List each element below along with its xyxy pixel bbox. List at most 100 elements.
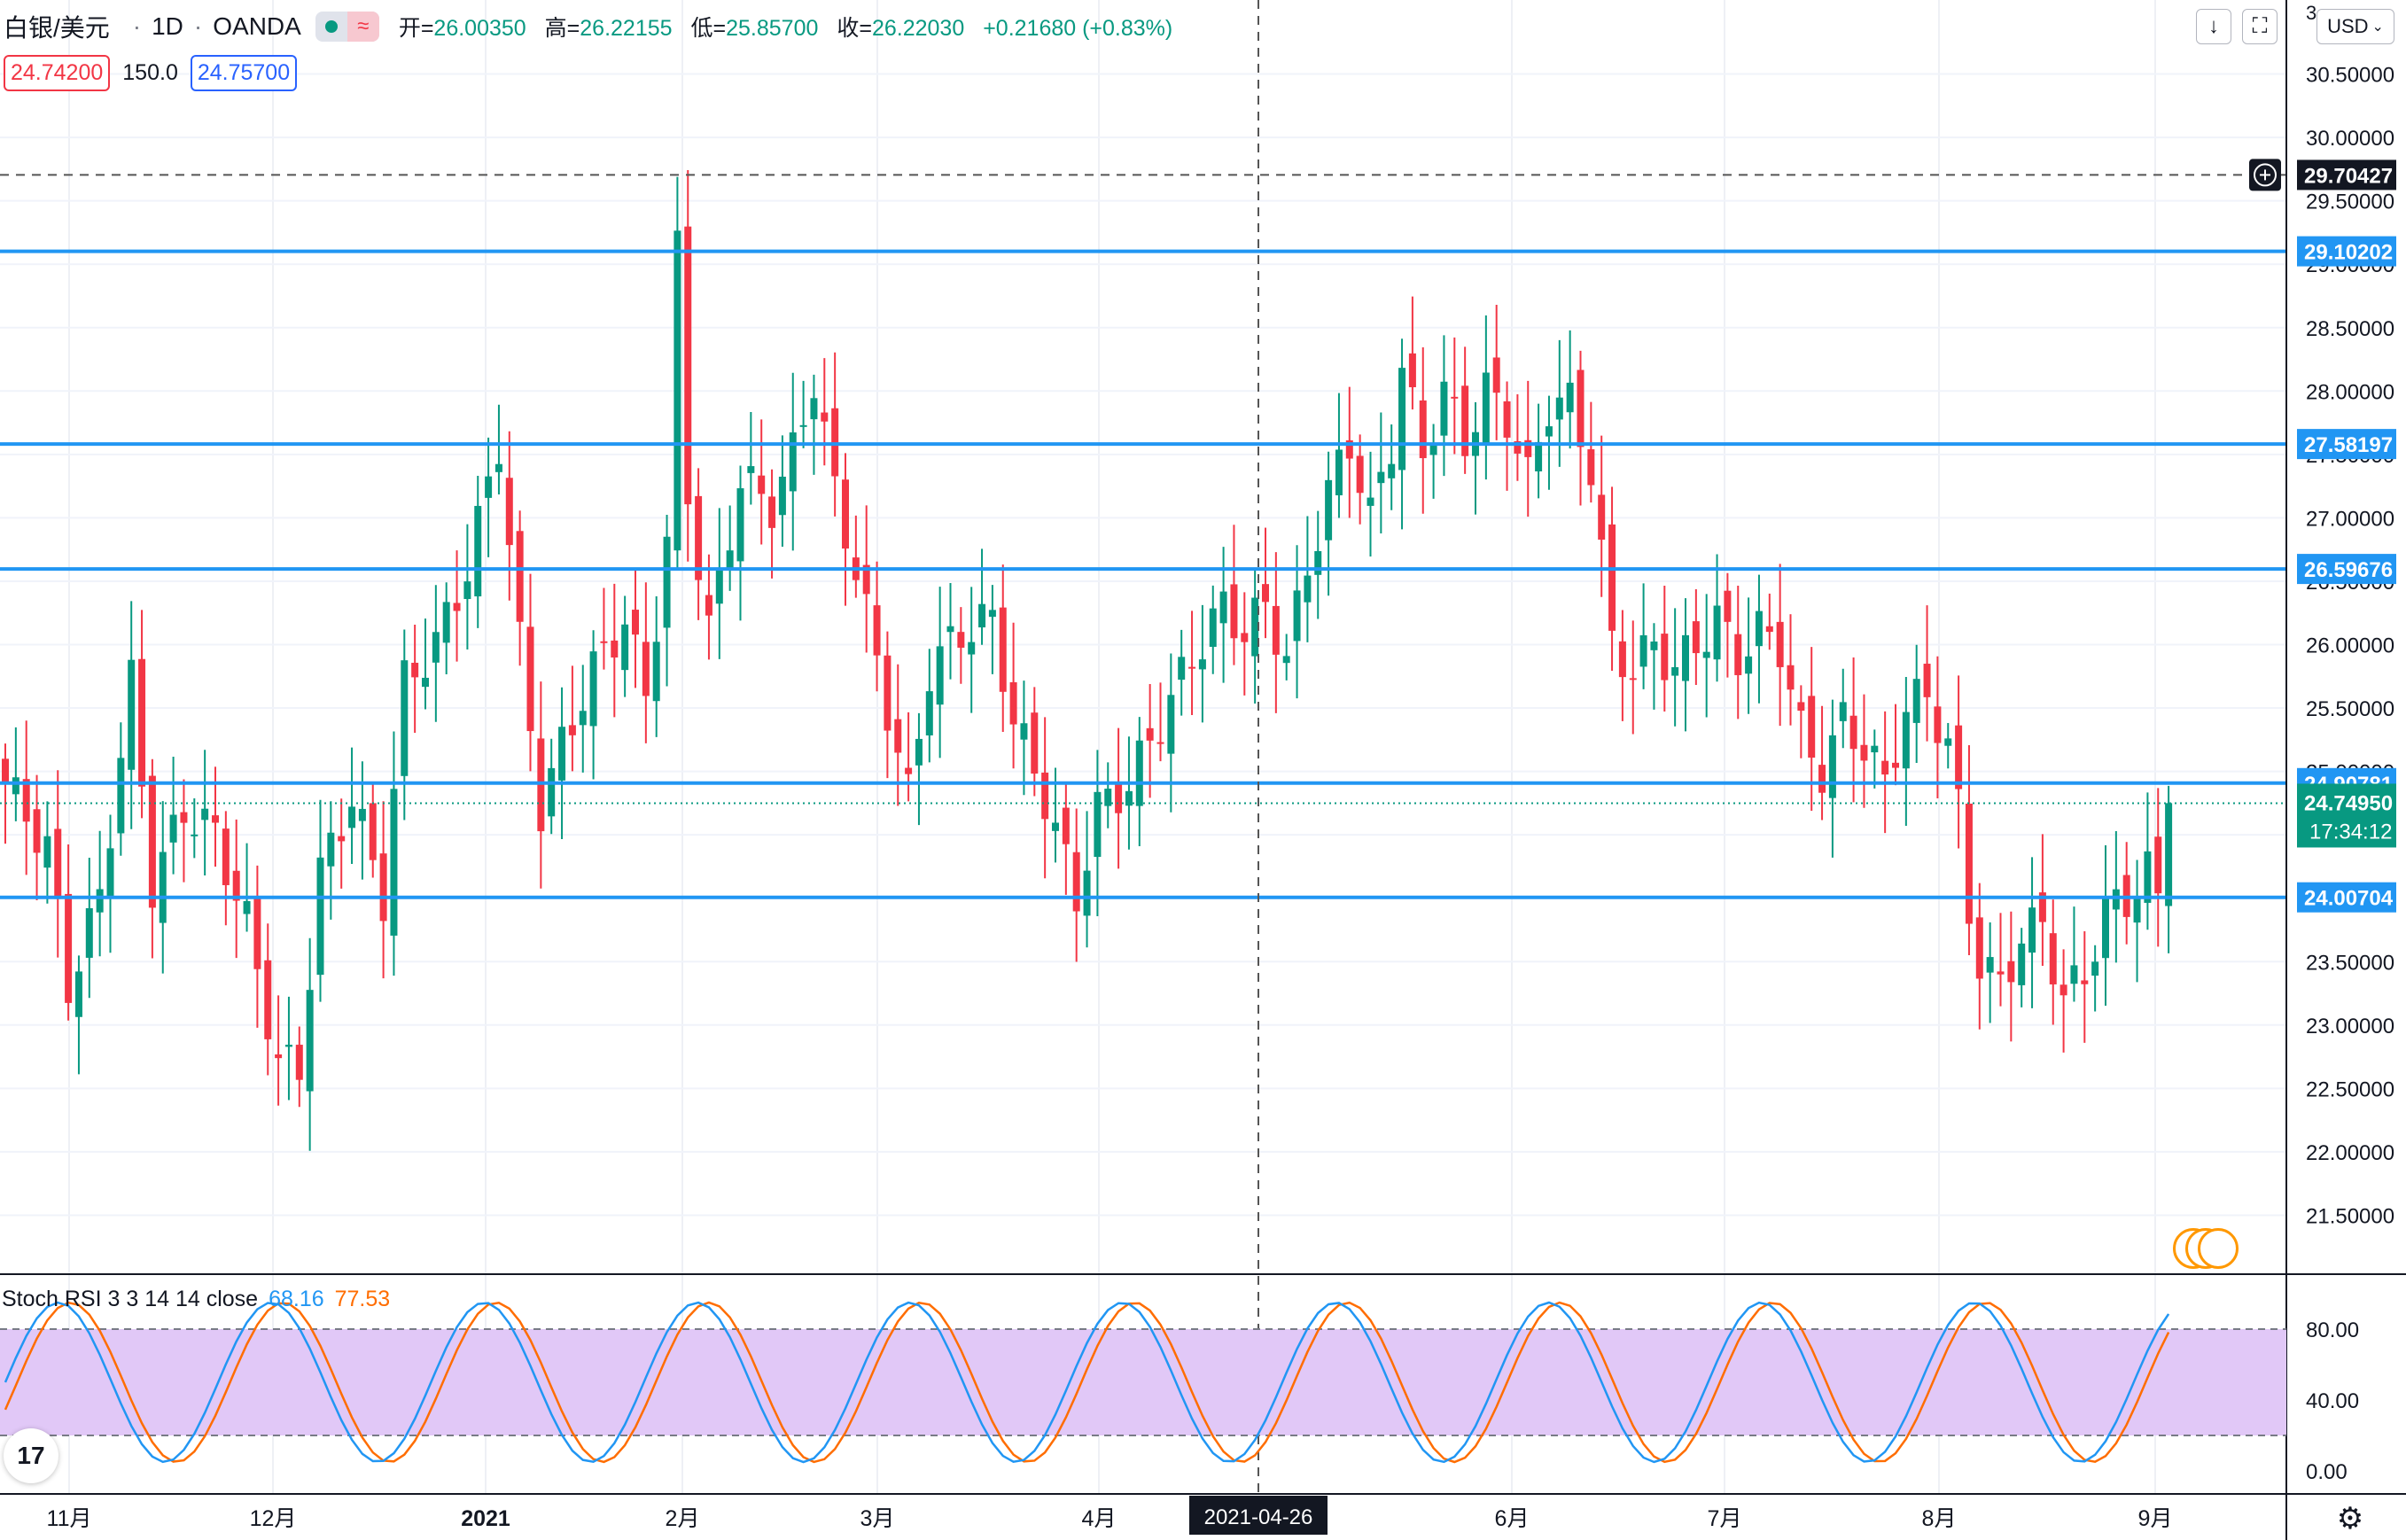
candle-body xyxy=(1955,725,1963,789)
candle-body xyxy=(201,808,209,821)
candle-body xyxy=(548,767,556,817)
price-tick-label: 22.00000 xyxy=(2306,1141,2394,1165)
high-label: 高= xyxy=(544,16,580,41)
candle-body xyxy=(1178,657,1186,681)
quote-boxes: 24.74200 150.0 24.75700 xyxy=(4,55,298,91)
candle-body xyxy=(180,812,188,823)
candle-body xyxy=(1524,439,1532,457)
candle-body xyxy=(726,550,734,569)
candle-body xyxy=(1146,727,1154,741)
last-price-label: 24.74950 xyxy=(2304,791,2393,815)
market-status-pill[interactable]: ≈ xyxy=(315,12,379,42)
candle-body xyxy=(758,475,766,494)
candle-body xyxy=(1745,656,1753,674)
candle-body xyxy=(390,789,398,936)
candle-body xyxy=(1419,400,1427,459)
candle-body xyxy=(316,857,324,976)
candle-body xyxy=(558,727,566,781)
candle-body xyxy=(1429,444,1437,455)
candle-body xyxy=(1682,634,1689,681)
candle-body xyxy=(1986,957,1994,973)
candle-body xyxy=(1104,789,1112,806)
candle-body xyxy=(106,848,114,898)
price-tick-label: 21.50000 xyxy=(2306,1204,2394,1228)
candle-body xyxy=(2165,803,2173,906)
candle-body xyxy=(526,626,534,732)
stoch-d-value: 77.53 xyxy=(334,1287,391,1311)
bid-button[interactable]: 24.74200 xyxy=(4,55,111,91)
separator: · xyxy=(132,12,142,40)
crosshair-date-label-bg xyxy=(1189,1496,1328,1535)
candle-body xyxy=(988,610,996,618)
price-level-label: 26.59676 xyxy=(2304,558,2393,582)
candle-body xyxy=(674,230,681,551)
price-tick-label: 23.00000 xyxy=(2306,1015,2394,1038)
candle-body xyxy=(1398,368,1406,471)
candle-body xyxy=(1598,494,1606,541)
candle-body xyxy=(1661,634,1669,681)
candle-body xyxy=(652,642,660,702)
crosshair-price-label: 29.70427 xyxy=(2304,164,2393,188)
candle-body xyxy=(74,971,82,1017)
candle-body xyxy=(1734,634,1742,675)
candle-body xyxy=(778,476,786,516)
candle-body xyxy=(1272,605,1280,655)
candle-body xyxy=(1377,471,1385,484)
candle-body xyxy=(1293,590,1301,642)
download-button[interactable]: ↓ xyxy=(2196,9,2231,44)
gear-icon[interactable]: ⚙ xyxy=(2336,1502,2364,1536)
candle-body xyxy=(1041,772,1049,820)
events-flags-icon[interactable] xyxy=(2173,1228,2242,1269)
candle-body xyxy=(2081,980,2089,984)
tradingview-logo-icon[interactable]: 17 xyxy=(4,1428,58,1483)
candle-body xyxy=(946,626,954,633)
time-tick-label: 12月 xyxy=(250,1506,297,1531)
candle-body xyxy=(96,889,104,913)
candle-body xyxy=(1965,803,1973,924)
candle-body xyxy=(2070,965,2078,984)
candle-body xyxy=(968,642,976,655)
candle-body xyxy=(1188,666,1196,669)
price-level-label-bg xyxy=(2297,429,2396,460)
spread-value: 150.0 xyxy=(122,60,178,85)
candle-body xyxy=(1167,695,1175,754)
interval-label[interactable]: 1D xyxy=(152,12,183,40)
candle-body xyxy=(1787,665,1795,690)
fullscreen-button[interactable]: ⛶ xyxy=(2242,9,2278,44)
scale-top-label: 3 xyxy=(2306,2,2317,24)
candle-body xyxy=(1923,664,1931,697)
candle-body xyxy=(516,531,524,622)
indicator-legend[interactable]: Stoch RSI 3 3 14 14 close 68.16 77.53 xyxy=(2,1287,390,1312)
candle-body xyxy=(1094,791,1102,858)
high-value: 26.22155 xyxy=(580,16,673,41)
countdown-label: 17:34:12 xyxy=(2309,820,2392,844)
close-value: 26.22030 xyxy=(871,16,965,41)
candle-body xyxy=(453,603,461,611)
currency-select[interactable]: USD ⌄ xyxy=(2316,9,2394,44)
price-level-label: 24.00704 xyxy=(2304,887,2394,911)
plus-circle-icon xyxy=(2254,163,2277,187)
candle-body xyxy=(1241,633,1249,642)
chevron-down-icon: ⌄ xyxy=(2371,19,2384,35)
candle-body xyxy=(1839,702,1847,721)
candle-body xyxy=(2112,889,2120,910)
indicator-title: Stoch RSI 3 3 14 14 close xyxy=(2,1287,259,1311)
symbol-name[interactable]: 白银/美元 xyxy=(4,14,110,42)
candle-body xyxy=(925,691,933,735)
candle-body xyxy=(1335,449,1343,495)
candle-body xyxy=(401,660,409,776)
ask-button[interactable]: 24.75700 xyxy=(190,55,298,91)
candle-body xyxy=(1849,715,1857,750)
candle-body xyxy=(1577,369,1585,447)
candle-body xyxy=(1650,642,1658,650)
candle-body xyxy=(1975,917,1983,979)
ohlc-values: 开=26.00350 高=26.22155 低=25.85700 收=26.22… xyxy=(399,11,1185,43)
candle-body xyxy=(842,479,849,549)
candle-body xyxy=(1797,702,1805,712)
time-tick-label: 9月 xyxy=(2138,1506,2173,1531)
candle-body xyxy=(642,642,650,696)
candle-body xyxy=(1860,744,1868,761)
candle-body xyxy=(632,610,639,635)
candle-body xyxy=(2102,896,2109,959)
